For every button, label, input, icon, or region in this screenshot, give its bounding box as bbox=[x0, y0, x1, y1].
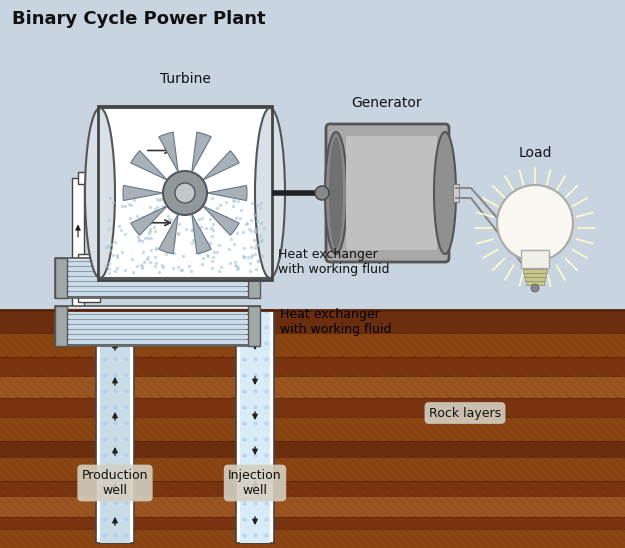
FancyBboxPatch shape bbox=[346, 136, 437, 250]
Ellipse shape bbox=[325, 132, 347, 254]
Polygon shape bbox=[192, 132, 211, 172]
Bar bbox=[248, 306, 260, 346]
Polygon shape bbox=[192, 214, 211, 254]
Bar bbox=[0, 0, 625, 310]
Bar bbox=[78, 172, 95, 184]
Bar bbox=[453, 184, 459, 202]
Text: Generator: Generator bbox=[352, 96, 422, 110]
Circle shape bbox=[163, 171, 207, 215]
Text: Heat exchanger
with working fluid: Heat exchanger with working fluid bbox=[278, 248, 389, 276]
FancyBboxPatch shape bbox=[526, 281, 544, 285]
Bar bbox=[96, 310, 134, 543]
Circle shape bbox=[315, 186, 329, 200]
Bar bbox=[55, 306, 67, 346]
Polygon shape bbox=[131, 151, 168, 180]
Circle shape bbox=[497, 185, 573, 261]
Bar bbox=[0, 310, 625, 548]
Text: Heat exchanger
with working fluid: Heat exchanger with working fluid bbox=[280, 308, 391, 336]
FancyBboxPatch shape bbox=[326, 124, 449, 262]
Bar bbox=[236, 310, 274, 543]
Text: Binary Cycle Power Plant: Binary Cycle Power Plant bbox=[12, 10, 266, 28]
Bar bbox=[0, 417, 625, 441]
Text: Injection
well: Injection well bbox=[228, 469, 282, 497]
Bar bbox=[69, 260, 246, 296]
Bar bbox=[0, 333, 625, 357]
FancyBboxPatch shape bbox=[523, 269, 547, 273]
Bar bbox=[0, 458, 625, 481]
Ellipse shape bbox=[85, 108, 115, 278]
Text: Load: Load bbox=[518, 146, 552, 160]
Circle shape bbox=[531, 284, 539, 292]
Polygon shape bbox=[131, 206, 168, 235]
Bar bbox=[0, 529, 625, 548]
Bar bbox=[240, 310, 270, 543]
Circle shape bbox=[175, 183, 195, 203]
Bar bbox=[55, 258, 67, 298]
Polygon shape bbox=[159, 214, 178, 254]
Bar bbox=[0, 517, 625, 529]
Polygon shape bbox=[202, 151, 239, 180]
Bar bbox=[248, 258, 260, 298]
Bar bbox=[100, 310, 130, 543]
Text: Production
well: Production well bbox=[82, 469, 148, 497]
Bar bbox=[0, 441, 625, 458]
Bar bbox=[72, 178, 84, 310]
Bar bbox=[78, 254, 100, 266]
FancyBboxPatch shape bbox=[521, 250, 549, 268]
Bar bbox=[0, 398, 625, 417]
Polygon shape bbox=[202, 206, 239, 235]
Polygon shape bbox=[123, 185, 163, 201]
Polygon shape bbox=[207, 185, 247, 201]
Ellipse shape bbox=[71, 260, 85, 296]
Ellipse shape bbox=[255, 108, 285, 278]
Bar bbox=[78, 290, 100, 302]
Text: Turbine: Turbine bbox=[159, 72, 211, 86]
Bar bbox=[0, 310, 625, 333]
Ellipse shape bbox=[434, 132, 456, 254]
Bar bbox=[69, 308, 246, 344]
Bar bbox=[0, 481, 625, 495]
FancyBboxPatch shape bbox=[524, 273, 546, 277]
Bar bbox=[0, 357, 625, 376]
Ellipse shape bbox=[329, 137, 343, 249]
Polygon shape bbox=[159, 132, 178, 172]
Bar bbox=[55, 306, 260, 346]
FancyBboxPatch shape bbox=[525, 277, 545, 281]
Bar bbox=[100, 108, 270, 278]
Bar bbox=[0, 495, 625, 517]
Bar bbox=[55, 258, 260, 298]
Bar bbox=[0, 376, 625, 398]
Text: Rock layers: Rock layers bbox=[429, 407, 501, 420]
